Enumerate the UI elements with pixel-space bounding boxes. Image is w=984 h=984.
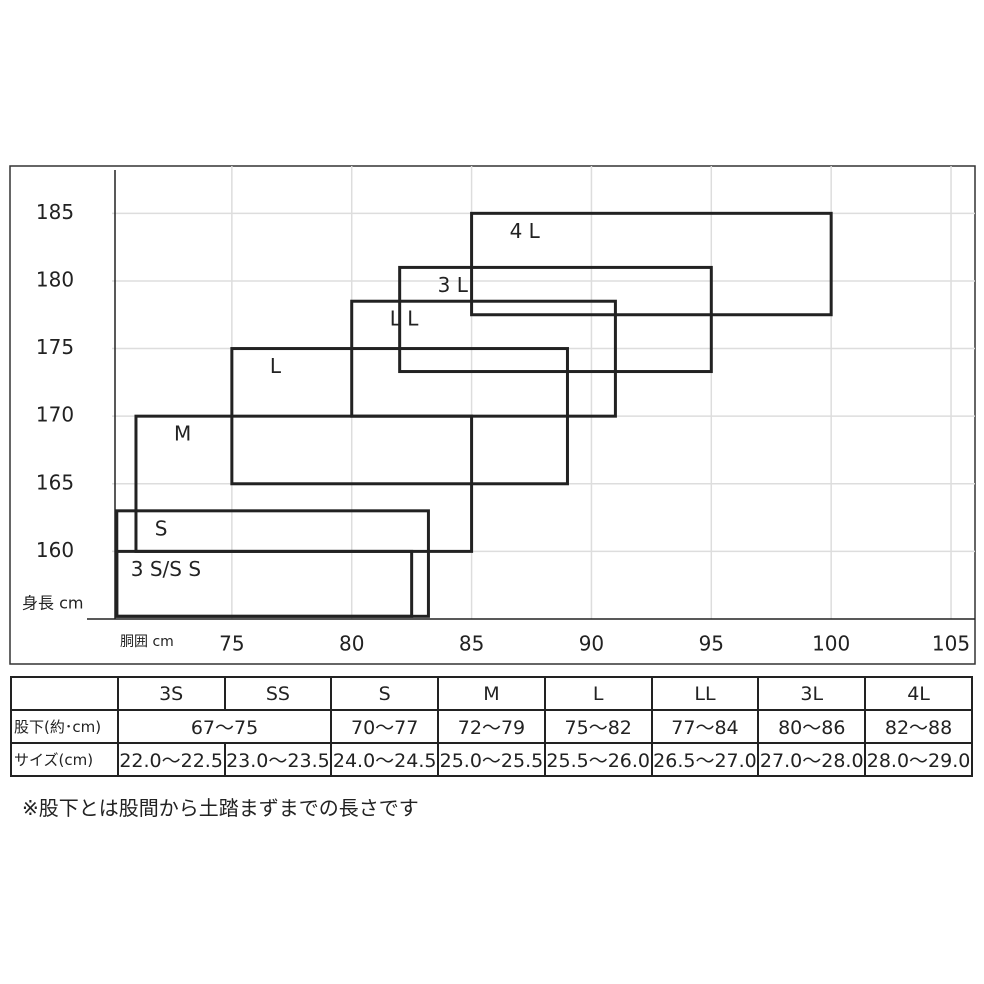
table-cell: 67〜75 [116, 709, 333, 744]
table-cell: 26.5〜27.0 [650, 742, 760, 777]
table-cell: 23.0〜23.5 [223, 742, 333, 777]
y-axis-label: 身長 cm [22, 594, 83, 613]
table-cell: S [330, 676, 440, 711]
table-cell: 82〜88 [864, 709, 973, 744]
table-row: サイズ(cm) 22.0〜22.5 23.0〜23.5 24.0〜24.5 25.0〜2… [10, 742, 973, 777]
y-tick-label: 185 [36, 200, 74, 224]
box-label: L L [390, 307, 420, 331]
size-box [350, 299, 617, 418]
box-label: 3 S/S S [131, 557, 201, 581]
chart-frame [9, 165, 976, 665]
table-cell: 4L [864, 676, 973, 711]
table-cell: 股下(約･cm) [10, 709, 119, 744]
box-label: 4 L [510, 219, 541, 243]
x-tick-label: 100 [812, 632, 850, 656]
table-cell [10, 676, 119, 711]
box-label: M [174, 422, 191, 446]
chart: 身長 cm 胴囲 cm 160 165 170 175 180 185 75 80 85 90 95… [9, 165, 976, 665]
x-axis-label: 胴囲 cm [120, 634, 174, 650]
table-cell: 28.0〜29.0 [864, 742, 973, 777]
table-cell: 70〜77 [330, 709, 440, 744]
x-tick-label: 75 [219, 632, 244, 656]
table-cell: M [437, 676, 546, 711]
table-cell: 25.0〜25.5 [437, 742, 546, 777]
box-label: L [270, 354, 282, 378]
table-cell: 22.0〜22.5 [116, 742, 226, 777]
table-cell: サイズ(cm) [10, 742, 119, 777]
table-row: 3S SS S M L LL 3L 4L [10, 676, 973, 711]
table-cell: LL [650, 676, 760, 711]
y-tick-label: 180 [36, 267, 74, 291]
size-box [470, 211, 833, 317]
y-tick-label: 170 [36, 403, 74, 427]
y-tick-label: 175 [36, 335, 74, 359]
table-cell: 77〜84 [650, 709, 760, 744]
box-label: S [155, 516, 168, 540]
table-cell: 27.0〜28.0 [757, 742, 867, 777]
y-tick-label: 165 [36, 470, 74, 494]
x-tick-label: 95 [699, 632, 724, 656]
x-tick-label: 105 [932, 632, 970, 656]
table-cell: 80〜86 [757, 709, 867, 744]
box-label: 3 L [438, 273, 469, 297]
table-cell: SS [223, 676, 333, 711]
table-cell: 24.0〜24.5 [330, 742, 440, 777]
x-tick-label: 80 [339, 632, 364, 656]
table-cell: 3S [116, 676, 226, 711]
table-cell: 72〜79 [437, 709, 546, 744]
size-table: 3S SS S M L LL 3L 4L 股下(約･cm) 67〜75 70〜77 72〜79 75〜8… [10, 676, 973, 777]
x-tick-label: 90 [579, 632, 604, 656]
table-cell: 25.5〜26.0 [543, 742, 653, 777]
table-cell: 75〜82 [543, 709, 653, 744]
table-cell: L [543, 676, 653, 711]
size-box [115, 549, 414, 618]
size-box [398, 265, 713, 374]
note: ※股下とは股間から土踏まずまでの長さです [22, 796, 419, 820]
x-tick-label: 85 [459, 632, 484, 656]
table-cell: 3L [757, 676, 867, 711]
table-row: 股下(約･cm) 67〜75 70〜77 72〜79 75〜82 77〜84 80〜86 82… [10, 709, 973, 744]
y-tick-label: 160 [36, 538, 74, 562]
